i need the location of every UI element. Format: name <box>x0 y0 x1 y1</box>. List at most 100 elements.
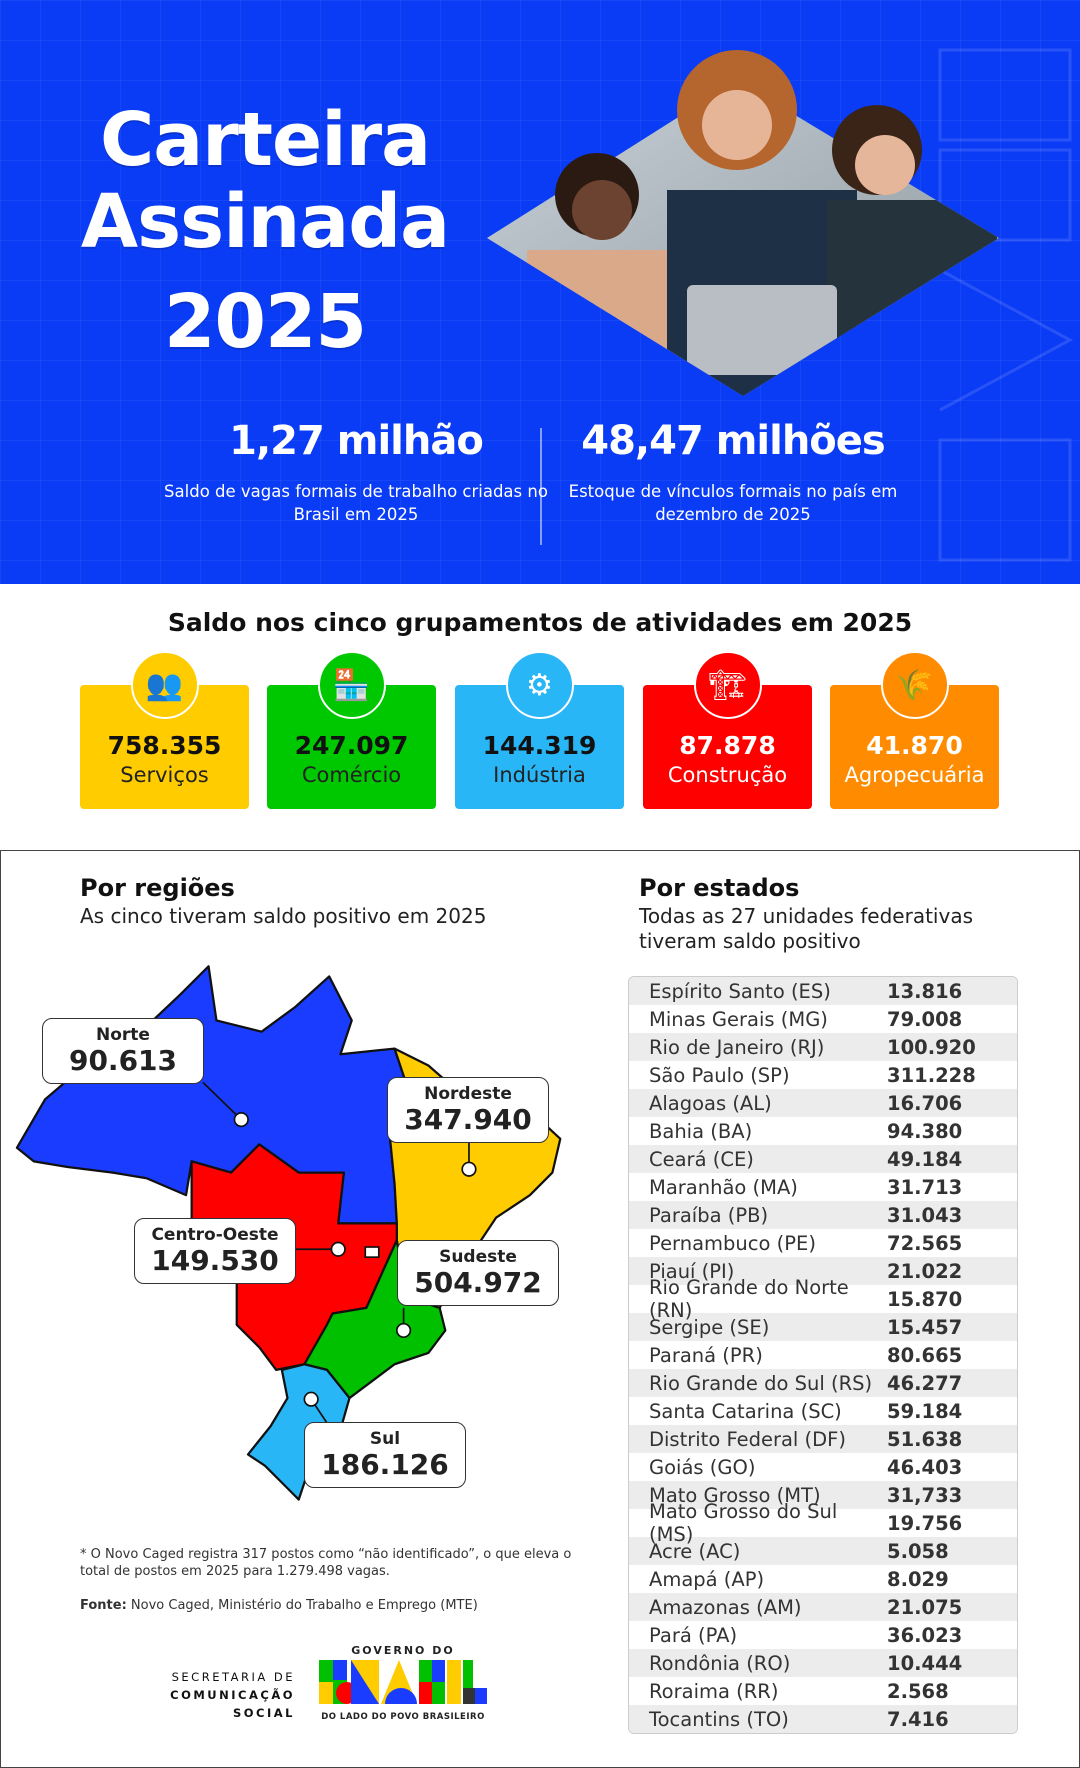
state-name: Roraima (RR) <box>649 1679 779 1703</box>
state-name: Pará (PA) <box>649 1623 738 1647</box>
state-value: 21.075 <box>887 1595 963 1619</box>
region-label-0: Norte 90.613 <box>42 1018 204 1084</box>
table-row: Rio Grande do Sul (RS) 46.277 <box>629 1369 1017 1397</box>
state-name: Rio de Janeiro (RJ) <box>649 1035 825 1059</box>
sector-label: Agropecuária <box>844 763 985 787</box>
source-label: Fonte: <box>80 1598 127 1613</box>
state-name: Mato Grosso do Sul (MS) <box>649 1500 838 1546</box>
table-row: Sergipe (SE) 15.457 <box>629 1313 1017 1341</box>
table-row: Pará (PA) 36.023 <box>629 1621 1017 1649</box>
state-name: Goiás (GO) <box>649 1455 756 1479</box>
region-value: 186.126 <box>321 1448 449 1481</box>
table-row: Santa Catarina (SC) 59.184 <box>629 1397 1017 1425</box>
state-value: 10.444 <box>887 1651 963 1675</box>
state-value: 13.816 <box>887 979 963 1003</box>
table-row: Rio de Janeiro (RJ) 100.920 <box>629 1033 1017 1061</box>
gear-bolt-icon: ⚙ <box>505 651 574 719</box>
state-name: Minas Gerais (MG) <box>649 1007 828 1031</box>
state-value: 8.029 <box>887 1567 949 1591</box>
gov-logo-tagline: DO LADO DO POVO BRASILEIRO <box>321 1712 485 1722</box>
state-name: Distrito Federal (DF) <box>649 1427 846 1451</box>
region-value: 149.530 <box>151 1244 279 1277</box>
state-value: 19.756 <box>887 1511 963 1535</box>
state-name: Rondônia (RO) <box>649 1651 791 1675</box>
table-row: Pernambuco (PE) 72.565 <box>629 1229 1017 1257</box>
region-name: Nordeste <box>424 1084 512 1104</box>
map-dot-norte <box>233 1112 249 1128</box>
state-name: Rio Grande do Norte (RN) <box>649 1276 849 1322</box>
state-value: 15.457 <box>887 1315 963 1339</box>
state-name: Sergipe (SE) <box>649 1315 770 1339</box>
wheat-icon: 🌾 <box>880 651 949 719</box>
sector-card-1: 🏪 247.097 Comércio <box>267 651 436 809</box>
table-row: Maranhão (MA) 31.713 <box>629 1173 1017 1201</box>
table-row: Amapá (AP) 8.029 <box>629 1565 1017 1593</box>
state-value: 2.568 <box>887 1679 949 1703</box>
sector-label: Serviços <box>120 763 209 787</box>
table-row: Goiás (GO) 46.403 <box>629 1453 1017 1481</box>
state-value: 31,733 <box>887 1483 963 1507</box>
stat-value: 1,27 milhão <box>229 418 484 464</box>
state-name: Tocantins (TO) <box>649 1707 789 1731</box>
region-name: Sudeste <box>439 1247 517 1267</box>
state-value: 31.043 <box>887 1203 963 1227</box>
state-name: Mato Grosso (MT) <box>649 1483 821 1507</box>
hand-people-icon: 👥 <box>130 651 199 719</box>
table-row: Roraima (RR) 2.568 <box>629 1677 1017 1705</box>
map-dot-nordeste <box>461 1161 477 1177</box>
map-region-sul <box>246 1363 351 1501</box>
state-value: 94.380 <box>887 1119 963 1143</box>
table-row: São Paulo (SP) 311.228 <box>629 1061 1017 1089</box>
state-name: São Paulo (SP) <box>649 1063 790 1087</box>
store-icon: 🏪 <box>317 651 386 719</box>
state-name: Espírito Santo (ES) <box>649 979 831 1003</box>
region-name: Centro-Oeste <box>151 1225 279 1245</box>
sector-label: Indústria <box>493 763 586 787</box>
state-value: 79.008 <box>887 1007 963 1031</box>
table-row: Minas Gerais (MG) 79.008 <box>629 1005 1017 1033</box>
state-value: 36.023 <box>887 1623 963 1647</box>
map-df-marker <box>364 1246 380 1258</box>
state-value: 46.277 <box>887 1371 963 1395</box>
gov-brasil-logo: GOVERNO DO DO LADO DO POVO BRASILEIRO <box>318 1644 488 1722</box>
states-subtitle: Todas as 27 unidades federativas tiveram… <box>639 904 973 953</box>
table-row: Bahia (BA) 94.380 <box>629 1117 1017 1145</box>
state-value: 21.022 <box>887 1259 963 1283</box>
states-table: Espírito Santo (ES) 13.816 Minas Gerais (M… <box>628 976 1018 1734</box>
map-dot-sudeste <box>395 1322 412 1339</box>
region-label-3: Sudeste 504.972 <box>397 1240 559 1306</box>
table-row: Alagoas (AL) 16.706 <box>629 1089 1017 1117</box>
region-label-1: Nordeste 347.940 <box>387 1077 549 1143</box>
state-name: Amazonas (AM) <box>649 1595 802 1619</box>
region-value: 504.972 <box>414 1266 542 1299</box>
hero-banner: Carteira Assinada 2025 1,27 milhão Saldo… <box>0 0 1080 584</box>
table-row: Paraná (PR) 80.665 <box>629 1341 1017 1369</box>
brasil-watermark <box>938 48 1074 562</box>
title-line-3: 2025 <box>164 279 367 365</box>
sector-value: 247.097 <box>294 731 409 760</box>
map-dot-sul <box>303 1391 319 1407</box>
state-name: Acre (AC) <box>649 1539 741 1563</box>
map-dot-centro-oeste <box>330 1241 346 1257</box>
table-row: Rondônia (RO) 10.444 <box>629 1649 1017 1677</box>
table-row: Paraíba (PB) 31.043 <box>629 1201 1017 1229</box>
state-value: 80.665 <box>887 1343 963 1367</box>
region-name: Norte <box>96 1025 150 1045</box>
state-name: Bahia (BA) <box>649 1119 753 1143</box>
title-line-2: Assinada <box>80 179 450 265</box>
state-name: Ceará (CE) <box>649 1147 754 1171</box>
state-name: Rio Grande do Sul (RS) <box>649 1371 873 1395</box>
sector-value: 144.319 <box>482 731 597 760</box>
stat-value: 48,47 milhões <box>581 418 885 464</box>
state-value: 15.870 <box>887 1287 963 1311</box>
table-row: Amazonas (AM) 21.075 <box>629 1593 1017 1621</box>
state-value: 51.638 <box>887 1427 963 1451</box>
source-note: Fonte: Novo Caged, Ministério do Trabalh… <box>80 1598 478 1613</box>
table-row: Ceará (CE) 49.184 <box>629 1145 1017 1173</box>
region-value: 347.940 <box>404 1103 532 1136</box>
table-row: Tocantins (TO) 7.416 <box>629 1705 1017 1733</box>
table-row: Espírito Santo (ES) 13.816 <box>629 977 1017 1005</box>
source-text: Novo Caged, Ministério do Trabalho e Emp… <box>126 1598 478 1613</box>
sector-card-3: 🏗 87.878 Construção <box>643 651 812 809</box>
sector-card-4: 🌾 41.870 Agropecuária <box>830 651 999 809</box>
